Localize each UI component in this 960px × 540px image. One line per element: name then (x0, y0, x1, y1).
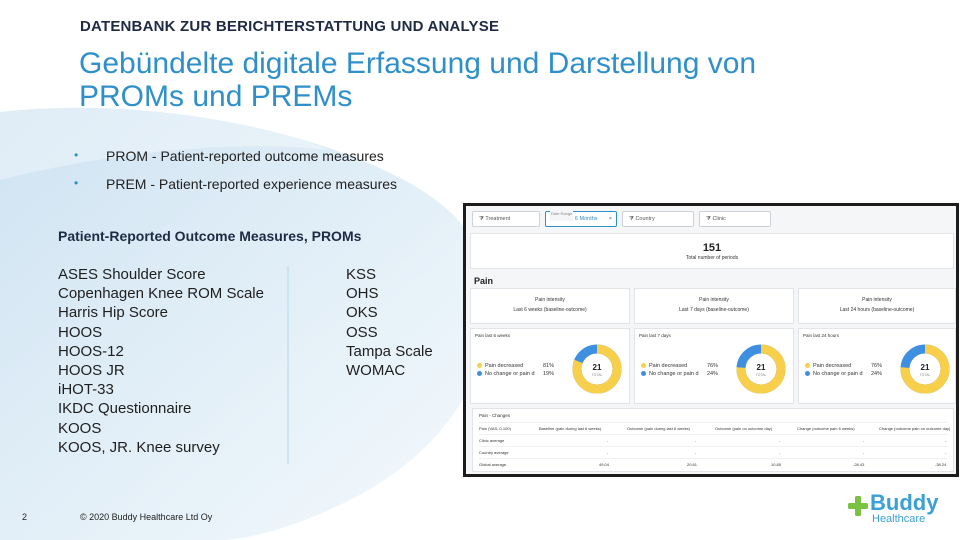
logo-brand: Buddy (870, 490, 939, 515)
slide-title: Gebündelte digitale Erfassung und Darste… (79, 47, 757, 113)
table-row: Clinic average - - - - - (479, 434, 947, 444)
legend-no-change: No change or pain d 24% (805, 371, 882, 377)
bullet-item: • PROM - Patient-reported outcome measure… (74, 148, 384, 164)
column-divider (287, 266, 289, 464)
prom-list-item: IKDC Questionnaire (58, 400, 192, 418)
filter-treatment[interactable]: ⧩ Treatment (472, 211, 540, 227)
intensity-card-title: Pain intensity (862, 297, 892, 303)
donut-decreased-arc (900, 344, 950, 394)
legend-decreased: Pain decreased 76% (641, 363, 718, 369)
legend-swatch (805, 371, 810, 377)
intensity-card-subtitle: Last 24 hours (baseline-outcome) (839, 307, 915, 313)
total-periods-value: 151 (702, 242, 722, 254)
intensity-card-title: Pain intensity (535, 297, 565, 303)
prom-list-item: Tampa Scale (346, 342, 433, 360)
dashboard-canvas: ⧩ Treatment Date Range Previous 6 Months… (466, 206, 956, 474)
prom-list-item: HOOS-12 (58, 342, 124, 360)
donut-decreased-arc (736, 344, 786, 394)
buddy-healthcare-logo: Buddy Healthcare (848, 490, 944, 526)
slide-kicker: DATENBANK ZUR BERICHTERSTATTUNG UND ANAL… (80, 18, 500, 35)
filter-clinic[interactable]: ⧩ Clinic (699, 211, 771, 227)
prom-list-item: KOOS, JR. Knee survey (58, 438, 220, 456)
total-periods-label: Total number of periods (685, 255, 739, 261)
total-periods-card: 151 Total number of periods (470, 233, 954, 269)
table-row: Global average 49.04 20.61 10.85 -28.43 … (479, 458, 947, 468)
filter-icon: ⧩ (706, 216, 713, 222)
donut-total-value: 21 (593, 363, 602, 372)
prom-list-item: HOOS JR (58, 362, 125, 380)
bullet-dot-icon: • (74, 176, 79, 190)
prom-list-item: KSS (346, 266, 377, 283)
donut-chart: 21 TOTAL (736, 344, 786, 394)
prom-list-item: iHOT-33 (58, 381, 114, 399)
prom-list-item: OKS (346, 304, 378, 322)
clear-filter-icon[interactable]: × (608, 216, 612, 222)
prom-list-item: Copenhagen Knee ROM Scale (58, 285, 264, 303)
bullet-item: • PREM - Patient-reported experience meas… (74, 176, 398, 192)
filter-date-range[interactable]: Date Range Previous 6 Months × (545, 207, 617, 227)
donut-card: Pain last 6 weeks Pain decreased 81% No c… (470, 328, 630, 404)
donut-total-label: TOTAL (592, 373, 603, 377)
donut-chart: 21 TOTAL (572, 344, 622, 394)
table-row: Country average - - - - - (479, 446, 947, 456)
legend-no-change: No change or pain d 19% (477, 371, 554, 377)
donut-decreased-arc (572, 344, 622, 394)
intensity-card-subtitle: Last 7 days (baseline-outcome) (679, 307, 749, 313)
donut-chart: 21 TOTAL (900, 344, 950, 394)
donut-card: Pain last 24 hours Pain decreased 76% No … (798, 328, 956, 404)
bullet-dot-icon: • (74, 148, 79, 162)
intensity-card: Pain intensity Last 6 weeks (baseline-ou… (470, 288, 630, 324)
donut-total-value: 21 (757, 363, 766, 372)
logo-sub: Healthcare (872, 513, 926, 525)
dashboard-screenshot: ⧩ Treatment Date Range Previous 6 Months… (463, 203, 959, 477)
legend-swatch (641, 371, 646, 377)
donut-total-value: 21 (921, 363, 930, 372)
filter-icon: ⧩ (629, 216, 636, 222)
filter-icon: ⧩ (479, 216, 486, 222)
bullet-list: • PROM - Patient-reported outcome measure… (74, 148, 397, 204)
legend-no-change: No change or pain d 24% (641, 371, 718, 377)
donut-card-title: Pain last 6 weeks (475, 333, 511, 338)
prom-list-item: WOMAC (346, 362, 406, 380)
table-title: Pain - Changes (479, 413, 511, 418)
prom-list-column-1: ASES Shoulder Score Copenhagen Knee ROM … (58, 265, 264, 457)
intensity-card-title: Pain intensity (699, 297, 729, 303)
prom-list-item: OHS (346, 285, 379, 303)
filter-country[interactable]: ⧩ Country (622, 211, 694, 227)
legend-decreased: Pain decreased 81% (477, 363, 554, 369)
donut-total-label: TOTAL (920, 373, 931, 377)
prom-list-item: OSS (346, 323, 378, 341)
legend-swatch (641, 363, 646, 369)
legend-swatch (477, 363, 482, 369)
donut-card: Pain last 7 days Pain decreased 76% No ch… (634, 328, 794, 404)
prom-list-item: KOOS (58, 419, 102, 437)
prom-list-column-2: KSS OHS OKS OSS Tampa Scale WOMAC (346, 265, 433, 380)
prom-list-item: ASES Shoulder Score (58, 266, 206, 283)
legend-decreased: Pain decreased 76% (805, 363, 882, 369)
intensity-card: Pain intensity Last 24 hours (baseline-o… (798, 288, 956, 324)
copyright: © 2020 Buddy Healthcare Ltd Oy (80, 512, 213, 522)
intensity-card-subtitle: Last 6 weeks (baseline-outcome) (513, 307, 587, 313)
legend-swatch (477, 371, 482, 377)
donut-card-title: Pain last 24 hours (803, 333, 840, 338)
filter-top-label: Date Range (550, 207, 574, 221)
prom-heading: Patient-Reported Outcome Measures, PROMs (58, 228, 362, 244)
section-title: Pain (474, 276, 494, 286)
donut-card-title: Pain last 7 days (639, 333, 671, 338)
legend-swatch (805, 363, 810, 369)
pain-changes-table: Pain - Changes Pain (VAS, 0-100) Baselin… (472, 408, 954, 472)
intensity-card: Pain intensity Last 7 days (baseline-out… (634, 288, 794, 324)
plus-icon (848, 496, 868, 516)
donut-total-label: TOTAL (756, 373, 767, 377)
page-number: 2 (22, 512, 28, 522)
table-header-row: Pain (VAS, 0-100) Baseline (pain during … (479, 422, 950, 432)
prom-list-item: Harris Hip Score (58, 304, 169, 322)
prom-list-item: HOOS (58, 323, 103, 341)
